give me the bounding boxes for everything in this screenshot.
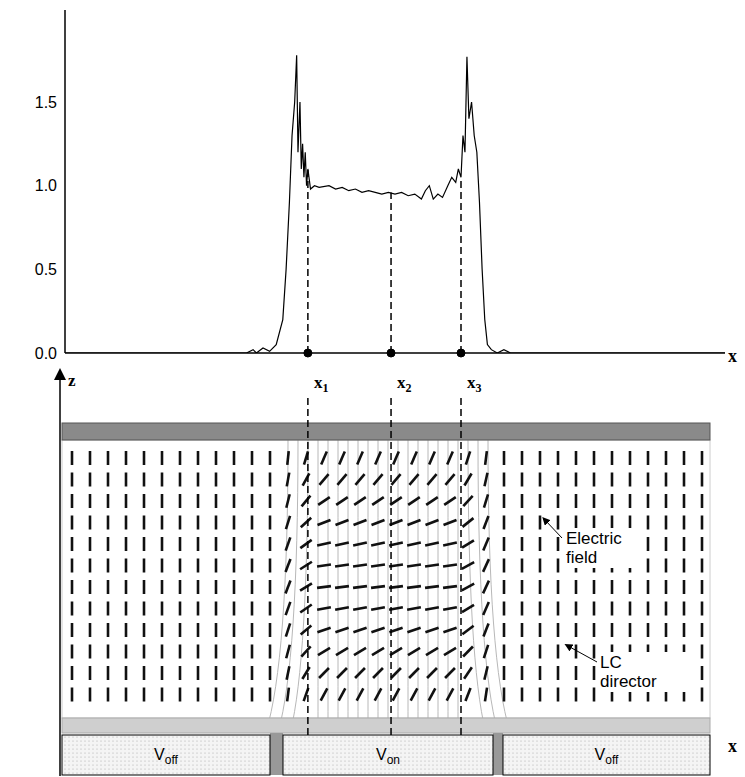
svg-text:0.5: 0.5	[35, 261, 57, 278]
svg-text:0.0: 0.0	[35, 345, 57, 362]
svg-text:Von: Von	[376, 746, 400, 767]
svg-text:x1: x1	[314, 373, 329, 395]
svg-text:x: x	[728, 736, 737, 756]
svg-text:z: z	[68, 371, 76, 390]
svg-text:Voff: Voff	[595, 746, 619, 767]
svg-text:x2: x2	[397, 373, 412, 395]
svg-text:1.0: 1.0	[35, 177, 57, 194]
svg-text:Voff: Voff	[154, 746, 178, 767]
svg-text:LC: LC	[600, 653, 622, 672]
svg-text:director: director	[600, 672, 657, 691]
svg-text:field: field	[566, 548, 597, 567]
svg-text:x3: x3	[467, 373, 482, 395]
svg-text:x: x	[728, 346, 737, 366]
svg-text:Electric: Electric	[566, 529, 622, 548]
svg-text:1.5: 1.5	[35, 94, 57, 111]
